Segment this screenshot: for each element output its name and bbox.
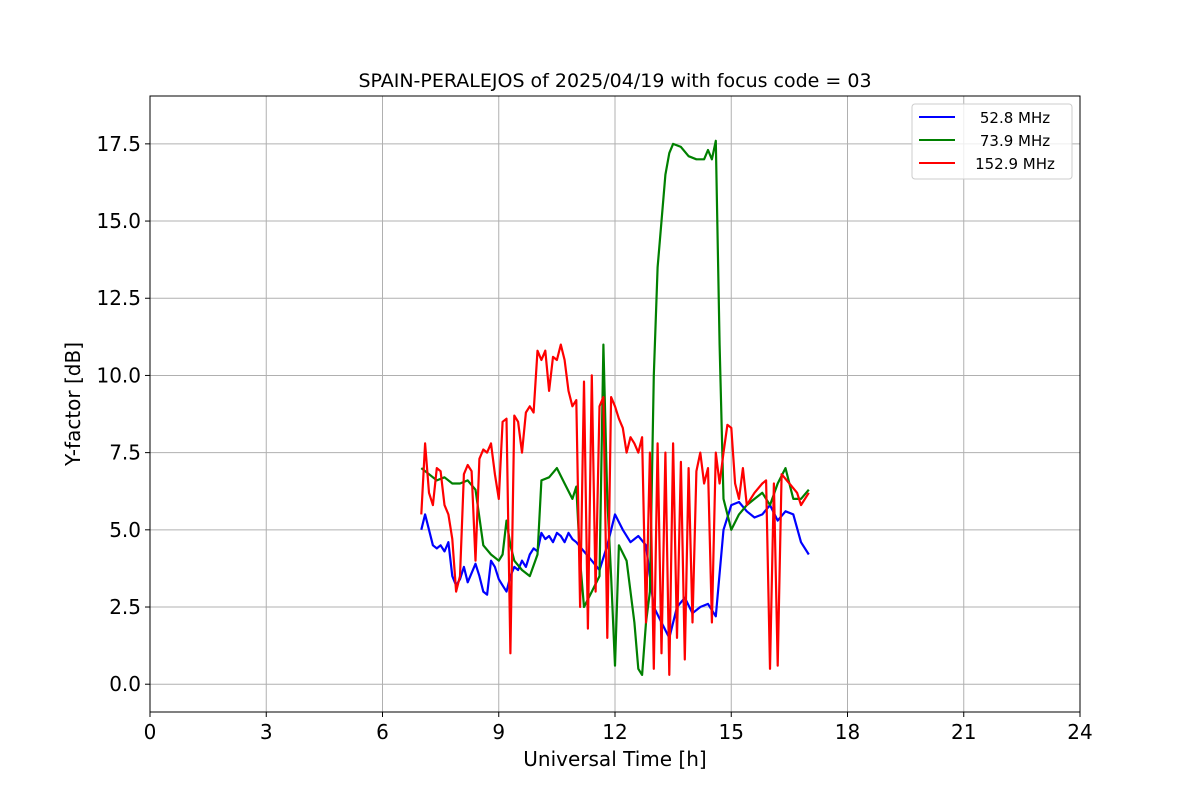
y-tick-label: 2.5: [109, 595, 141, 619]
y-tick-label: 5.0: [109, 518, 141, 542]
chart-title: SPAIN-PERALEJOS of 2025/04/19 with focus…: [358, 70, 871, 92]
y-tick-label: 7.5: [109, 441, 141, 465]
legend: 52.8 MHz 73.9 MHz 152.9 MHz: [911, 103, 1073, 180]
y-tick-label: 15.0: [96, 209, 141, 233]
series-line-1: [420, 139, 810, 677]
series-group: [420, 139, 810, 677]
legend-box: [911, 103, 1073, 180]
legend-label: 152.9 MHz: [975, 155, 1055, 173]
x-tick-label: 18: [835, 720, 860, 744]
y-axis-label: Y-factor [dB]: [61, 342, 85, 467]
y-tick-label: 17.5: [96, 132, 141, 156]
x-tick-label: 0: [144, 720, 157, 744]
series-line-2: [420, 343, 810, 677]
legend-label: 52.8 MHz: [980, 109, 1050, 127]
grid: [149, 96, 1081, 712]
y-tick-label: 0.0: [109, 672, 141, 696]
ticks: 0 3 6 9 12 15 18 21 24 0.0 2.5 5.0 7.5 10.0 12.5 15.0 17…: [96, 132, 1092, 744]
x-tick-label: 12: [602, 720, 627, 744]
y-tick-label: 12.5: [96, 286, 141, 310]
x-tick-label: 6: [376, 720, 389, 744]
x-tick-label: 15: [719, 720, 744, 744]
y-tick-label: 10.0: [96, 363, 141, 387]
x-tick-label: 9: [492, 720, 505, 744]
x-axis-label: Universal Time [h]: [523, 747, 706, 771]
series-line-0: [420, 500, 810, 640]
legend-label: 73.9 MHz: [980, 132, 1050, 150]
x-tick-label: 21: [951, 720, 976, 744]
x-tick-label: 3: [260, 720, 273, 744]
x-tick-label: 24: [1067, 720, 1092, 744]
